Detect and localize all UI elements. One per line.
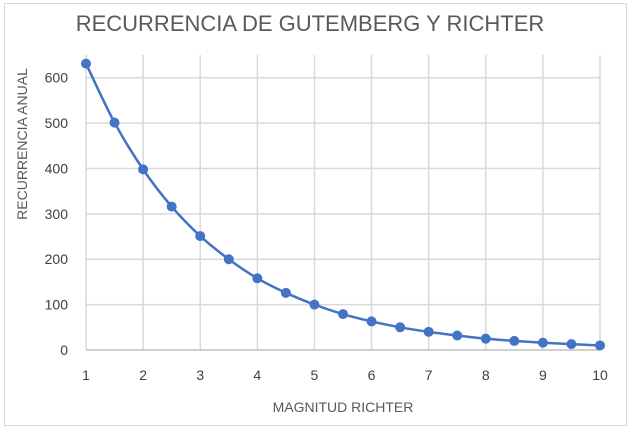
y-tick-label: 500 (45, 115, 69, 131)
x-tick-label: 1 (82, 367, 90, 383)
data-point (566, 339, 577, 350)
y-tick-label: 600 (45, 70, 69, 86)
data-point (109, 117, 120, 128)
tick-labels: 0 100 200 300 400 500 600 1 2 3 4 5 6 7 8 9 10 (45, 70, 608, 383)
data-point (509, 335, 520, 346)
y-tick-label: 300 (45, 206, 69, 222)
data-point (81, 58, 91, 69)
x-tick-label: 5 (311, 367, 319, 383)
x-tick-label: 8 (482, 367, 490, 383)
chart-title: RECURRENCIA DE GUTEMBERG Y RICHTER (76, 11, 545, 36)
x-tick-label: 7 (425, 367, 433, 383)
data-point (395, 322, 406, 333)
x-tick-label: 2 (139, 367, 147, 383)
y-tick-label: 200 (45, 251, 69, 267)
y-tick-label: 0 (60, 342, 68, 358)
y-axis-title: RECURRENCIA ANUAL (14, 68, 30, 220)
data-point (252, 273, 263, 284)
x-tick-label: 6 (368, 367, 376, 383)
y-tick-label: 100 (45, 297, 69, 313)
x-tick-label: 9 (539, 367, 547, 383)
data-point (480, 333, 491, 344)
data-point (452, 330, 463, 341)
y-tick-label: 400 (45, 160, 69, 176)
data-point (195, 231, 206, 242)
x-tick-label: 10 (592, 367, 608, 383)
x-axis-title: MAGNITUD RICHTER (273, 399, 414, 415)
data-point (366, 316, 377, 327)
gridlines (85, 55, 601, 350)
data-point (166, 201, 177, 212)
data-point (309, 299, 320, 310)
series-line (84, 63, 601, 347)
x-tick-label: 3 (196, 367, 204, 383)
data-point (595, 340, 605, 351)
data-point (223, 254, 234, 265)
data-series (81, 58, 605, 351)
data-point (338, 309, 348, 320)
data-point (423, 326, 434, 337)
data-point (280, 287, 291, 298)
x-tick-label: 4 (253, 367, 261, 383)
data-point (537, 337, 548, 348)
data-point (138, 164, 149, 175)
